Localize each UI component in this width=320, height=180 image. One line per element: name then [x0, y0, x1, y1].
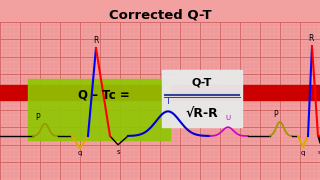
Text: s: s [116, 149, 120, 155]
Text: P: P [274, 110, 278, 119]
Text: Q-T: Q-T [192, 77, 212, 87]
Text: R: R [93, 36, 99, 45]
Title: Corrected Q-T: Corrected Q-T [109, 9, 211, 22]
Text: Q – Tc =: Q – Tc = [78, 88, 130, 101]
Bar [28, 79, 170, 140]
Bar [162, 70, 242, 127]
Text: q: q [301, 150, 305, 156]
Text: P: P [36, 113, 40, 122]
Text: q: q [78, 150, 82, 156]
Text: U: U [225, 115, 231, 121]
Text: R: R [308, 34, 314, 43]
Bar [0, 85, 320, 100]
Text: √R-R: √R-R [186, 107, 218, 120]
Text: s: s [317, 150, 320, 155]
Text: T: T [166, 97, 170, 106]
